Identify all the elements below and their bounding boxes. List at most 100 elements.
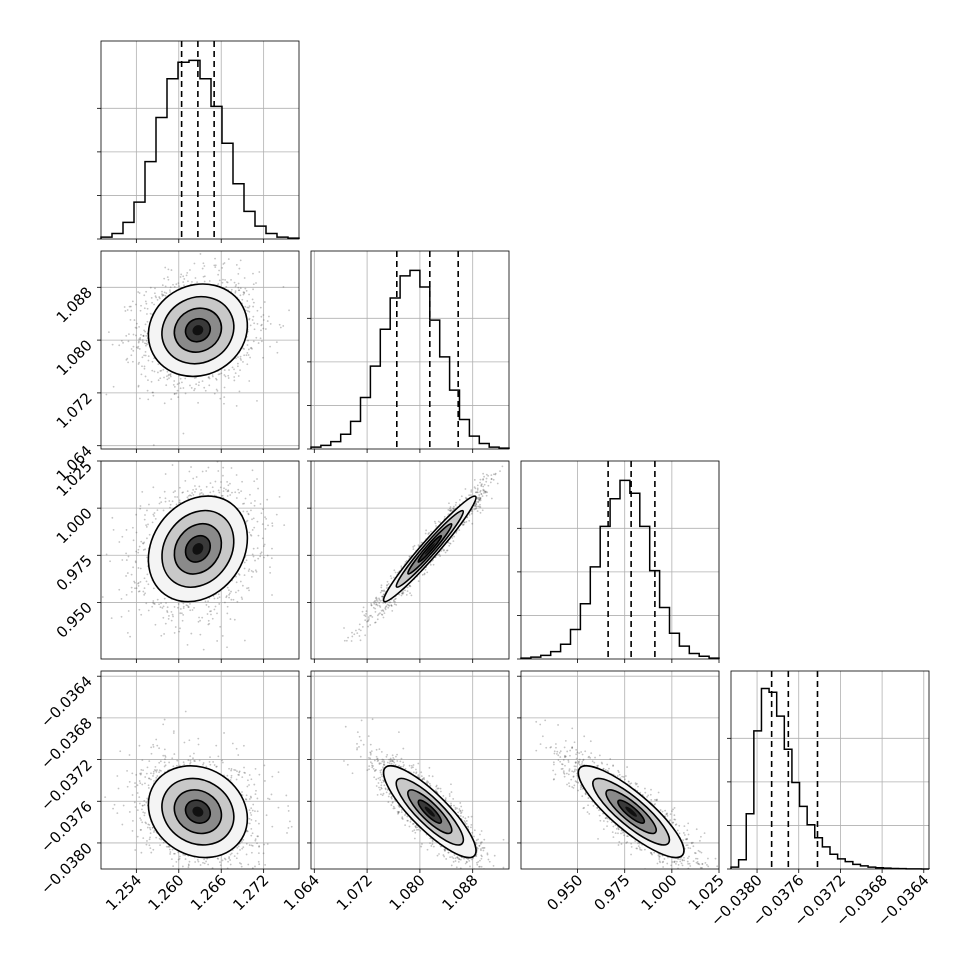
sample-point [367, 625, 370, 628]
hist-panel-1 [307, 250, 510, 450]
sample-point [248, 568, 251, 571]
sample-point [477, 501, 479, 504]
sample-point [246, 306, 249, 309]
sample-point [257, 534, 260, 537]
sample-point [251, 469, 254, 472]
sample-point [163, 633, 166, 635]
sample-point [156, 509, 159, 511]
sample-point [121, 559, 124, 561]
sample-point [140, 613, 143, 616]
sample-point [182, 605, 185, 608]
sample-point [393, 603, 396, 606]
sample-point [255, 570, 258, 573]
sample-point [204, 600, 207, 603]
sample-point [149, 312, 152, 315]
sample-point [236, 362, 239, 365]
sample-point [182, 432, 185, 435]
sample-point [248, 317, 251, 320]
sample-point [244, 234, 246, 236]
sample-point [230, 598, 233, 601]
sample-point [173, 632, 176, 634]
sample-point [120, 615, 123, 618]
sample-point [169, 286, 172, 289]
sample-point [135, 550, 138, 553]
sample-point [478, 499, 481, 502]
sample-point [219, 486, 222, 489]
density-panel-2-0 [100, 453, 300, 660]
sample-point [173, 606, 176, 608]
sample-point [153, 603, 156, 605]
sample-point [257, 487, 259, 490]
sample-point [358, 623, 361, 626]
sample-point [154, 287, 156, 290]
sample-point [476, 491, 479, 494]
sample-point [350, 640, 353, 642]
sample-point [479, 499, 482, 502]
sample-point [205, 485, 208, 488]
sample-point [173, 285, 176, 288]
sample-point [135, 346, 138, 349]
sample-point [247, 354, 250, 356]
sample-point [256, 323, 259, 325]
sample-point [243, 291, 246, 294]
sample-point [125, 334, 128, 337]
sample-point [251, 347, 253, 350]
sample-point [225, 596, 228, 599]
sample-point [186, 604, 189, 607]
sample-point [169, 375, 172, 378]
sample-point [516, 449, 518, 451]
sample-point [203, 265, 206, 267]
sample-point [470, 489, 473, 492]
sample-point [264, 328, 267, 330]
sample-point [458, 498, 461, 501]
sample-point [238, 267, 241, 270]
sample-point [157, 363, 160, 366]
sample-point [401, 592, 403, 595]
sample-point [214, 266, 217, 269]
sample-point [130, 354, 133, 357]
sample-point [219, 625, 222, 628]
sample-point [260, 324, 263, 327]
sample-point [210, 613, 212, 616]
sample-point [230, 467, 233, 469]
sample-point [417, 580, 420, 583]
sample-point [233, 281, 236, 284]
sample-point [148, 533, 151, 536]
sample-point [481, 509, 484, 512]
sample-point [271, 547, 273, 550]
sample-point [249, 453, 251, 455]
sample-point [261, 537, 264, 540]
sample-point [147, 583, 150, 586]
sample-point [242, 502, 244, 505]
sample-point [178, 285, 181, 288]
sample-point [387, 604, 390, 607]
sample-point [189, 494, 191, 497]
sample-point [234, 291, 237, 294]
sample-point [177, 606, 179, 609]
sample-point [254, 559, 256, 562]
sample-point [239, 259, 242, 262]
sample-point [510, 456, 512, 458]
sample-point [166, 276, 169, 279]
sample-point [252, 305, 255, 308]
sample-point [430, 530, 432, 533]
sample-point [217, 593, 220, 596]
sample-point [475, 505, 478, 508]
sample-point [144, 375, 147, 378]
sample-point [262, 314, 265, 316]
sample-point [208, 384, 211, 387]
sample-point [218, 373, 221, 375]
sample-point [130, 573, 133, 576]
sample-point [143, 577, 146, 580]
sample-point [485, 490, 488, 493]
sample-point [146, 509, 148, 512]
sample-point [259, 306, 262, 309]
sample-point [161, 290, 163, 293]
sample-point [133, 581, 136, 584]
sample-point [181, 381, 183, 384]
sample-point [141, 356, 144, 359]
sample-point [420, 541, 423, 544]
sample-point [222, 466, 225, 469]
sample-point [138, 348, 141, 350]
sample-point [458, 529, 461, 531]
